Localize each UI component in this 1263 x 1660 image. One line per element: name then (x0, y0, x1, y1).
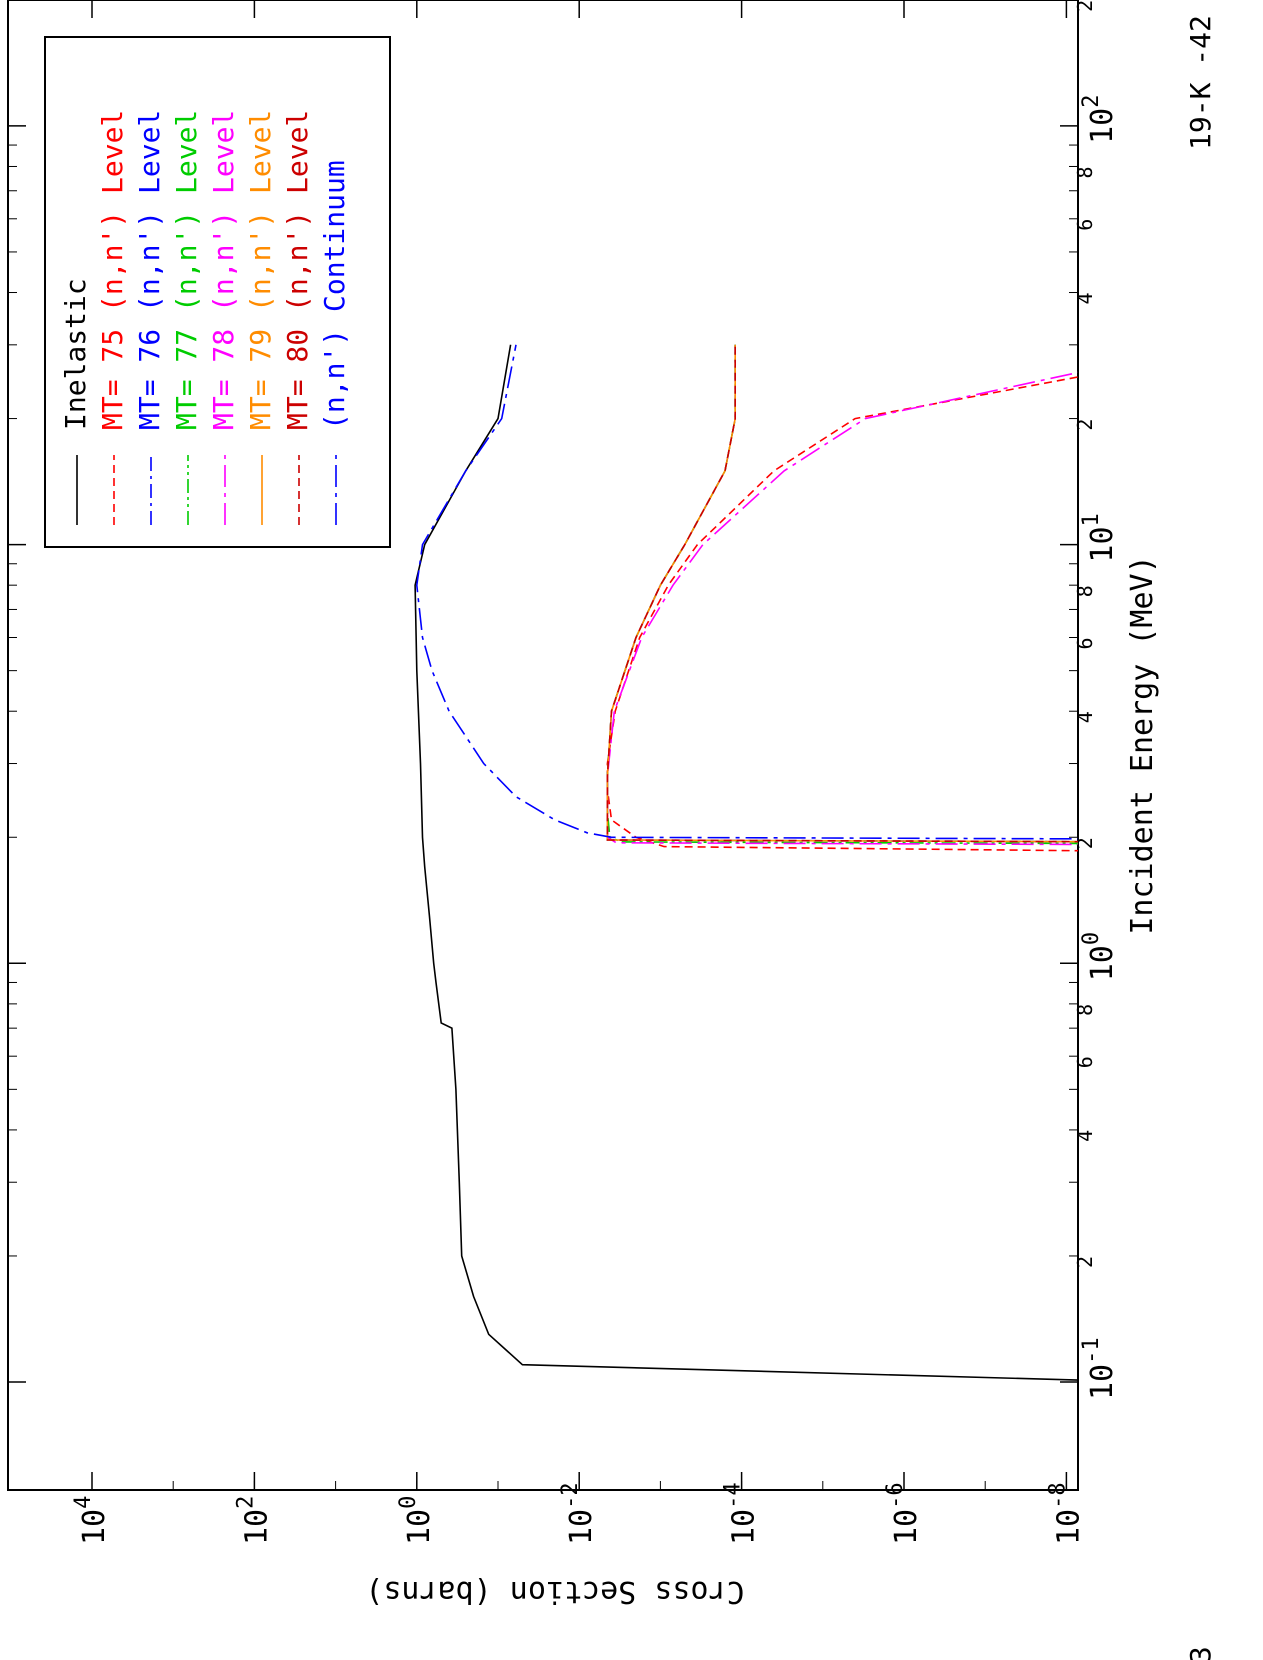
x-minor-tick-label: 2 (1073, 1256, 1097, 1268)
legend-box (44, 36, 391, 548)
x-minor-tick-label: 6 (1073, 219, 1097, 231)
legend-label: (n,n') Continuum (318, 160, 351, 430)
series-line-1 (414, 344, 1078, 1381)
x-axis-label: Incident Energy (MeV) (1125, 555, 1160, 934)
series-line-8 (415, 344, 1078, 840)
legend-label: MT= 75 (n,n') Level (96, 110, 129, 430)
series-layer (414, 344, 1078, 1381)
y-tick-label: 10-6 (883, 1482, 924, 1545)
x-minor-tick-label: 6 (1073, 637, 1097, 649)
y-tick-label: 10-2 (558, 1482, 599, 1545)
series-line-5 (606, 371, 1078, 846)
legend-label: MT= 77 (n,n') Level (170, 110, 203, 430)
x-minor-tick-label: 4 (1073, 292, 1097, 304)
x-minor-tick-label: 2 (1073, 419, 1097, 431)
x-minor-tick-label: 2 (1073, 837, 1097, 849)
y-tick-label: 10-4 (721, 1482, 762, 1545)
x-tick-label: 101 (1079, 513, 1120, 562)
x-minor-tick-label: 4 (1073, 711, 1097, 723)
corner-label-right: 19-K -42 (1184, 15, 1217, 150)
x-minor-tick-label: 2 (1073, 0, 1097, 12)
series-line-7 (606, 344, 1078, 843)
x-minor-tick-label: 8 (1073, 585, 1097, 597)
legend-label: MT= 80 (n,n') Level (281, 110, 314, 430)
axis-ticks (8, 0, 1078, 1490)
plot-frame (7, 0, 1079, 1491)
corner-label-left: 13 (1184, 1646, 1217, 1660)
legend-label: MT= 79 (n,n') Level (244, 110, 277, 430)
x-minor-tick-label: 4 (1073, 1130, 1097, 1142)
legend-label: MT= 76 (n,n') Level (133, 110, 166, 430)
legend-label: Inelastic (59, 278, 92, 430)
legend: Inelastic MT= 75 (n,n') Level MT= 76 (n,n'… (44, 36, 391, 548)
x-minor-tick-label: 6 (1073, 1056, 1097, 1068)
x-minor-tick-label: 8 (1073, 166, 1097, 178)
x-minor-tick-label: 8 (1073, 1004, 1097, 1016)
y-axis-label: Cross Section (barns) (365, 1574, 744, 1609)
tick-labels: 10-1100101102246824682468210-810-610-410… (71, 0, 1120, 1545)
legend-label: MT= 78 (n,n') Level (207, 110, 240, 430)
